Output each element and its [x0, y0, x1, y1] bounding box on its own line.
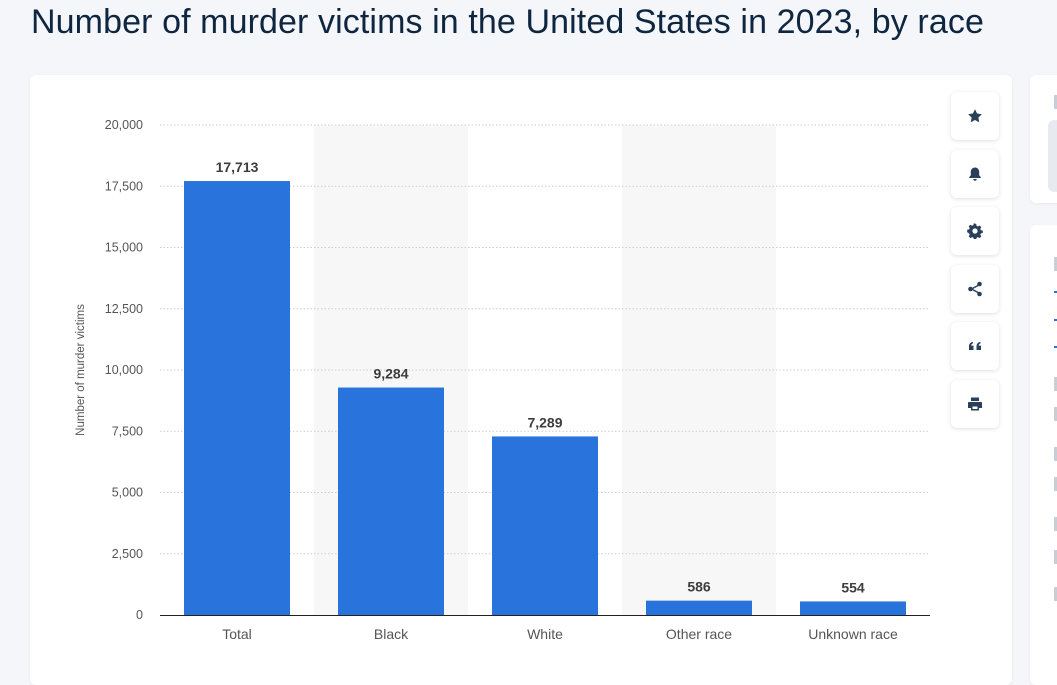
bar-chart: 0 2,500 5,000 7,500 10,000 12,500 15,000 17,500… [75, 118, 930, 642]
x-tick-label: Unknown race [808, 626, 898, 642]
print-button[interactable] [951, 379, 999, 428]
side-panel-link[interactable] [1054, 319, 1057, 321]
side-panel-marker [1054, 517, 1057, 531]
side-panel-marker [1054, 95, 1057, 109]
side-panel-marker [1054, 587, 1057, 601]
y-axis-ticks: 0 2,500 5,000 7,500 10,000 12,500 15,000 17,500… [105, 118, 143, 622]
bar-value-label: 7,289 [527, 414, 562, 430]
y-tick-label: 2,500 [112, 547, 143, 561]
bar-value-label: 9,284 [373, 366, 408, 382]
bar-value-label: 17,713 [216, 159, 259, 175]
side-panel-marker [1054, 257, 1057, 271]
x-tick-label: White [527, 626, 563, 642]
y-tick-label: 7,500 [112, 424, 143, 438]
favorite-button[interactable] [951, 92, 999, 140]
side-panel-marker [1054, 550, 1057, 564]
x-tick-label: Black [374, 626, 409, 642]
y-tick-label: 0 [136, 608, 143, 622]
share-button[interactable] [951, 264, 999, 313]
quote-icon [969, 342, 981, 350]
printer-icon [968, 397, 982, 410]
page-title: Number of murder victims in the United S… [31, 3, 984, 41]
bar[interactable] [646, 600, 752, 615]
settings-button[interactable] [951, 207, 999, 255]
y-tick-label: 20,000 [105, 118, 143, 132]
chart-bars [184, 181, 906, 615]
x-tick-label: Total [222, 626, 252, 642]
side-panel-link[interactable] [1054, 346, 1057, 348]
side-panel-marker [1054, 407, 1057, 421]
bar[interactable] [800, 601, 906, 615]
gear-icon [967, 223, 983, 239]
value-labels: 17,713 9,284 7,289 586 554 [216, 159, 865, 595]
side-panel-marker [1054, 447, 1057, 461]
bar[interactable] [338, 387, 444, 615]
side-panel-box [1048, 120, 1057, 192]
y-tick-label: 15,000 [105, 241, 143, 255]
chart-card: 0 2,500 5,000 7,500 10,000 12,500 15,000 17,500… [30, 75, 1012, 685]
side-panel-bottom [1030, 225, 1057, 685]
x-tick-label: Other race [666, 626, 732, 642]
y-tick-label: 12,500 [105, 302, 143, 316]
x-axis-ticks: Total Black White Other race Unknown race [222, 626, 898, 642]
y-axis-label: Number of murder victims [75, 304, 87, 436]
y-tick-label: 17,500 [105, 179, 143, 193]
cite-button[interactable] [951, 322, 999, 370]
notification-button[interactable] [951, 149, 999, 198]
bar-value-label: 586 [687, 579, 711, 595]
bell-icon [969, 167, 981, 181]
side-panel-marker [1054, 377, 1057, 391]
chart-toolbar [951, 92, 999, 437]
y-tick-label: 10,000 [105, 363, 143, 377]
bar[interactable] [492, 436, 598, 615]
side-panel-marker [1054, 477, 1057, 491]
bar[interactable] [184, 181, 290, 615]
star-icon [968, 109, 982, 123]
side-panel-top [1030, 75, 1057, 203]
y-tick-label: 5,000 [112, 486, 143, 500]
side-panel-link[interactable] [1054, 291, 1057, 293]
share-icon [968, 281, 982, 296]
bar-value-label: 554 [841, 579, 865, 595]
